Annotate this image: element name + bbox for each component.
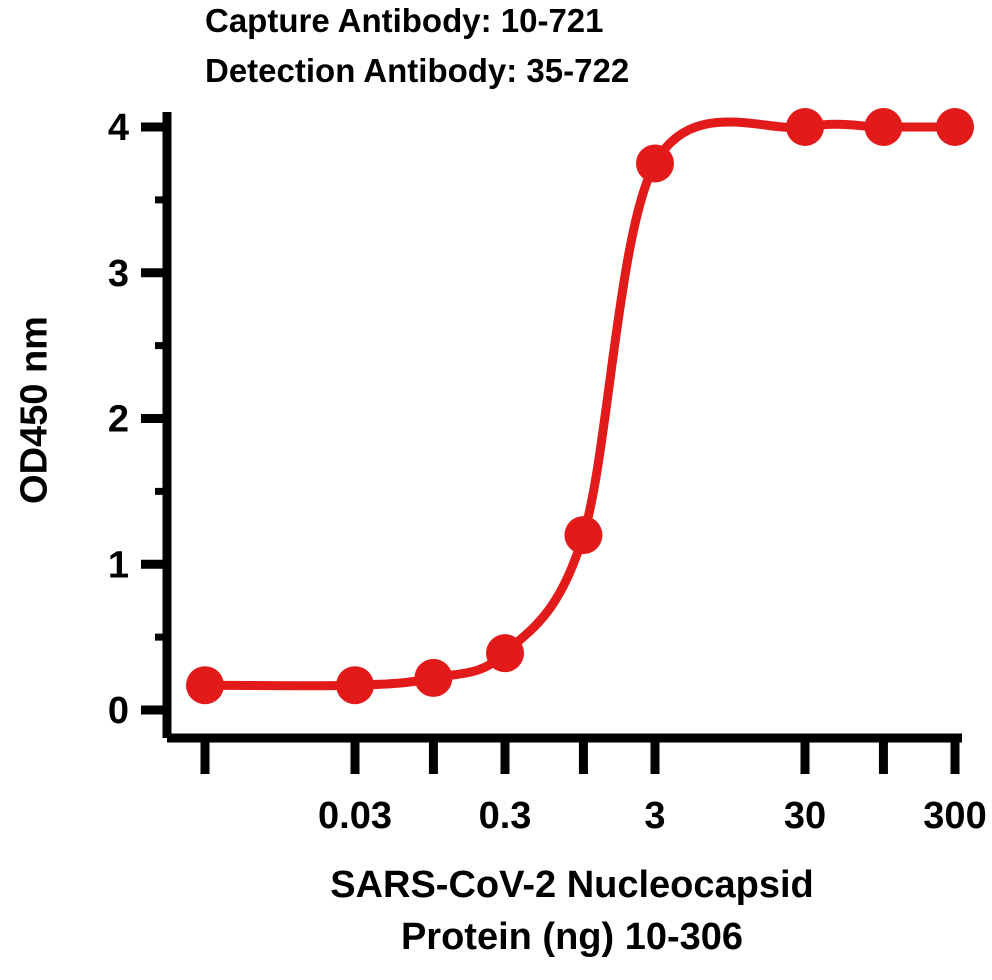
axes: 0 1 2 3 4 0.03 0.3 3 30 300 <box>108 107 987 837</box>
y-tick-label-3: 3 <box>108 253 129 295</box>
x-axis-label-line-1: SARS-CoV-2 Nucleocapsid <box>330 864 814 906</box>
series-layer <box>200 117 960 691</box>
y-tick-label-4: 4 <box>108 107 129 149</box>
data-point-4 <box>564 516 603 555</box>
data-point-7 <box>864 108 903 146</box>
data-point-8 <box>936 108 974 146</box>
y-tick-label-0: 0 <box>108 690 129 732</box>
series-line-0 <box>200 117 960 691</box>
chart-title-line-2: Detection Antibody: 35-722 <box>205 52 630 89</box>
data-point-3 <box>486 634 524 673</box>
x-tick-label-300: 300 <box>923 795 986 837</box>
x-tick-label-3: 3 <box>644 795 665 837</box>
x-tick-label-0.3: 0.3 <box>479 795 532 837</box>
data-point-1 <box>336 666 374 705</box>
data-point-2 <box>414 658 453 697</box>
y-tick-label-1: 1 <box>108 544 129 586</box>
data-point-5 <box>636 144 674 183</box>
points-layer <box>186 108 974 705</box>
x-tick-label-0.03: 0.03 <box>318 795 392 837</box>
y-tick-label-2: 2 <box>108 399 129 441</box>
chart-title-line-1: Capture Antibody: 10-721 <box>205 2 604 39</box>
data-point-0 <box>186 666 224 705</box>
data-point-6 <box>786 108 824 146</box>
x-tick-label-30: 30 <box>784 795 826 837</box>
x-axis-label-line-2: Protein (ng) 10-306 <box>400 916 744 958</box>
